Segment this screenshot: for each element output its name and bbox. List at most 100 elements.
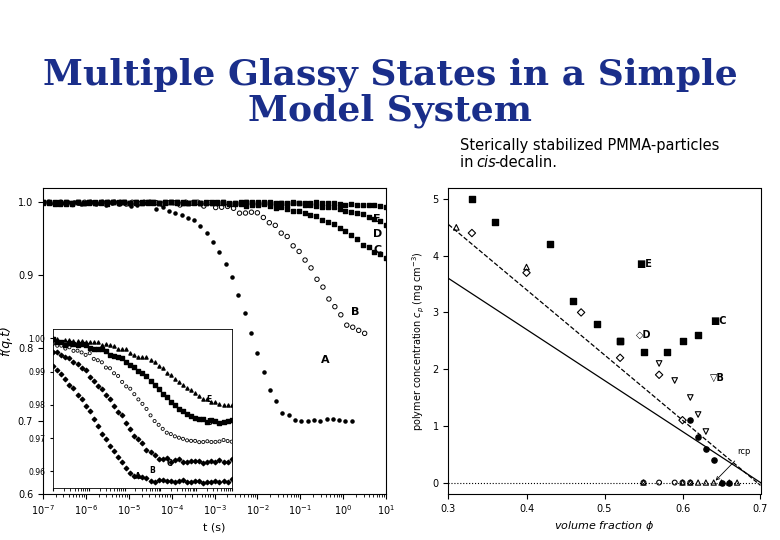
Point bbox=[219, 260, 232, 268]
Point bbox=[321, 203, 334, 212]
Point bbox=[700, 478, 712, 487]
Point bbox=[341, 321, 353, 329]
Point bbox=[245, 208, 257, 217]
Point bbox=[684, 478, 697, 487]
Point bbox=[339, 206, 352, 215]
Point bbox=[90, 200, 103, 208]
Point bbox=[153, 199, 165, 207]
Point bbox=[346, 417, 358, 426]
Point bbox=[684, 478, 697, 487]
Point bbox=[118, 198, 130, 207]
Point bbox=[174, 201, 186, 210]
Point bbox=[192, 198, 204, 207]
Point bbox=[101, 198, 113, 207]
Point bbox=[217, 198, 229, 207]
Point bbox=[327, 415, 339, 424]
Point bbox=[637, 478, 650, 487]
X-axis label: t (s): t (s) bbox=[204, 523, 225, 533]
Text: CHALMERS: CHALMERS bbox=[12, 12, 84, 25]
Point bbox=[668, 376, 681, 385]
Point bbox=[144, 198, 157, 207]
Point bbox=[60, 199, 73, 208]
Point bbox=[374, 217, 387, 226]
Point bbox=[223, 200, 236, 208]
Point bbox=[186, 199, 198, 207]
Point bbox=[287, 206, 300, 215]
Point bbox=[165, 198, 177, 207]
Text: A: A bbox=[321, 355, 329, 365]
Point bbox=[114, 198, 126, 207]
Point bbox=[257, 368, 270, 377]
Point bbox=[229, 200, 241, 208]
Point bbox=[182, 199, 194, 207]
Point bbox=[264, 199, 276, 207]
Point bbox=[731, 478, 743, 487]
Point bbox=[106, 198, 119, 207]
Point bbox=[42, 198, 55, 207]
Point bbox=[171, 199, 183, 207]
Point bbox=[281, 232, 293, 241]
Text: GÖTEBORG UNIVERSITY: GÖTEBORG UNIVERSITY bbox=[66, 14, 190, 24]
Point bbox=[368, 201, 381, 210]
Point bbox=[676, 336, 689, 345]
Point bbox=[147, 199, 160, 207]
Point bbox=[295, 417, 307, 426]
Point bbox=[168, 199, 180, 207]
Point bbox=[339, 200, 352, 209]
Point bbox=[156, 200, 168, 208]
Point bbox=[380, 253, 392, 262]
Point bbox=[100, 200, 112, 209]
Point bbox=[129, 198, 142, 207]
Text: rcp: rcp bbox=[716, 447, 750, 480]
Point bbox=[72, 198, 84, 207]
Point bbox=[692, 410, 704, 419]
Point bbox=[169, 208, 182, 217]
Point bbox=[48, 199, 61, 208]
Point bbox=[684, 416, 697, 424]
Point bbox=[246, 199, 258, 207]
Point bbox=[223, 200, 236, 208]
Point bbox=[188, 198, 200, 207]
Point bbox=[101, 198, 113, 207]
Point bbox=[240, 198, 253, 207]
Point bbox=[700, 427, 712, 436]
Point bbox=[200, 199, 212, 207]
Point bbox=[257, 199, 270, 207]
Point bbox=[240, 198, 253, 207]
Point bbox=[60, 198, 73, 207]
Point bbox=[308, 416, 321, 425]
Point bbox=[204, 198, 216, 207]
Point bbox=[106, 199, 119, 207]
Point bbox=[292, 247, 305, 256]
Point bbox=[299, 199, 311, 207]
Point bbox=[590, 320, 603, 328]
Point bbox=[137, 199, 150, 207]
Point bbox=[653, 359, 665, 368]
Point bbox=[48, 198, 61, 207]
Point bbox=[233, 209, 246, 218]
Point bbox=[182, 198, 194, 207]
Point bbox=[95, 198, 108, 207]
Point bbox=[72, 198, 84, 207]
Point bbox=[89, 198, 101, 207]
Point bbox=[723, 478, 736, 487]
Point bbox=[159, 198, 172, 207]
Point bbox=[223, 199, 236, 207]
Point bbox=[54, 198, 66, 207]
Point bbox=[205, 198, 218, 207]
Point bbox=[287, 198, 300, 207]
Point bbox=[176, 199, 189, 207]
Point bbox=[363, 242, 375, 251]
Text: cis: cis bbox=[476, 155, 496, 170]
Point bbox=[211, 198, 224, 207]
Point bbox=[87, 198, 100, 207]
Point bbox=[374, 202, 387, 211]
Text: E: E bbox=[373, 214, 381, 224]
Point bbox=[43, 199, 55, 207]
Point bbox=[106, 198, 119, 207]
Point bbox=[188, 216, 200, 225]
Point bbox=[119, 198, 131, 207]
Point bbox=[692, 433, 704, 442]
Point bbox=[316, 203, 328, 212]
Point bbox=[83, 198, 96, 207]
